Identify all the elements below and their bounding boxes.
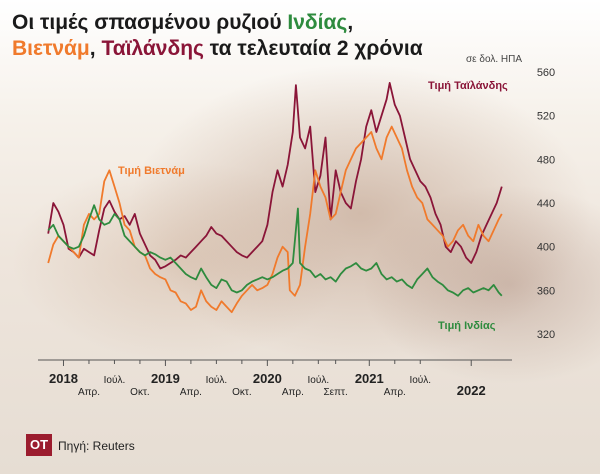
series-line (47, 204, 503, 297)
series-label: Τιμή Βιετνάμ (118, 165, 185, 177)
x-tick-label: Απρ. (384, 387, 406, 398)
x-tick-label: 2018 (49, 371, 78, 386)
series-label: Τιμή Ταϊλάνδης (428, 80, 508, 92)
x-tick-label: Απρ. (180, 387, 202, 398)
y-tick-label: 560 (537, 67, 555, 79)
y-tick-label: 400 (537, 242, 555, 254)
y-tick-label: 360 (537, 285, 555, 297)
x-tick-label: 2021 (355, 371, 384, 386)
x-tick-label: Οκτ. (130, 387, 150, 398)
title-vietnam: Βιετνάμ (12, 37, 90, 60)
title-thailand: Ταϊλάνδης (101, 37, 204, 60)
y-tick-label: 440 (537, 198, 555, 210)
y-tick-label: 480 (537, 154, 555, 166)
title-suffix: τα τελευταία 2 χρόνια (203, 37, 423, 60)
source-label: Πηγή: Reuters (58, 439, 135, 453)
y-tick-label: 320 (537, 329, 555, 341)
x-tick-label: Απρ. (78, 387, 100, 398)
x-tick-label: 2019 (151, 371, 180, 386)
series-line (47, 82, 503, 270)
x-tick-label: Ιούλ. (104, 374, 126, 386)
x-tick-label: Απρ. (282, 387, 304, 398)
series-line (47, 125, 503, 314)
footer: OT Πηγή: Reuters (0, 428, 600, 462)
y-tick-label: 520 (537, 111, 555, 123)
title-comma-2: , (89, 37, 102, 60)
title-comma-1: , (347, 11, 354, 34)
ot-logo: OT (26, 434, 52, 456)
x-tick-label: Οκτ. (232, 387, 252, 398)
chart-title: Οι τιμές σπασμένου ρυζιού Ινδίας, Βιετνάμ… (12, 10, 512, 62)
x-tick-label: Ιούλ. (206, 374, 228, 386)
series-label: Τιμή Ινδίας (438, 320, 496, 332)
title-prefix: Οι τιμές σπασμένου ρυζιού (12, 11, 288, 34)
x-tick-label: Ιούλ. (409, 374, 431, 386)
x-tick-label: Σεπτ. (324, 387, 348, 398)
x-tick-label: Ιούλ. (308, 374, 330, 386)
title-india: Ινδίας (287, 11, 348, 34)
x-tick-label: 2020 (253, 371, 282, 386)
x-tick-label: 2022 (457, 383, 486, 398)
y-axis-unit-label: σε δολ. ΗΠΑ (466, 54, 523, 65)
